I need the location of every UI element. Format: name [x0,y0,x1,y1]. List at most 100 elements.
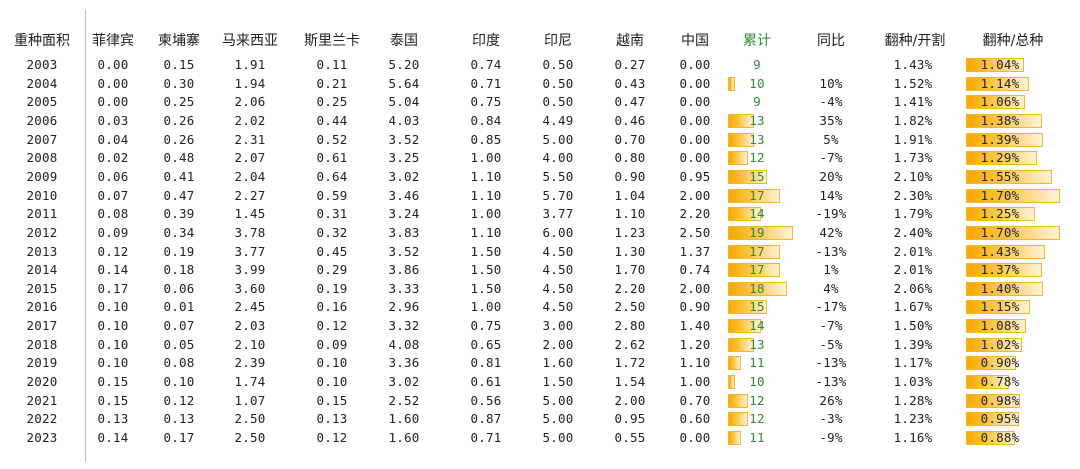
table-row: 2009 0.06 0.41 2.04 0.64 3.02 1.10 5.50 0.90 0.95… [0,168,1080,186]
replant-total-data-bar [966,132,1043,147]
replant-total-data-bar [966,151,1038,166]
cell-malaysia: 2.07 [234,150,266,166]
cell-replant-tapping: 1.67% [893,299,933,315]
replant-total-data-bar [966,263,1042,278]
cell-india: 0.87 [470,411,502,427]
cell-replant-total: 0.78% [980,374,1020,390]
cell-total: 13 [749,112,765,128]
cell-year: 2012 [26,224,58,240]
table-row: 2008 0.02 0.48 2.07 0.61 3.25 1.00 4.00 0.80 0.00… [0,149,1080,167]
cell-india: 1.50 [470,280,502,296]
cell-indonesia: 1.50 [542,374,574,390]
cell-malaysia: 2.50 [234,430,266,445]
cell-cambodia: 0.26 [163,112,195,128]
replant-total-data-bar [966,319,1026,334]
cell-cambodia: 0.26 [163,131,195,147]
cell-china: 0.00 [679,57,711,72]
cell-india: 0.71 [470,430,502,445]
cell-replant-tapping: 1.16% [893,430,933,445]
header-replant-tapping: 翻种/开割 [884,33,946,49]
cell-indonesia: 4.50 [542,280,574,296]
cell-thailand: 1.60 [388,411,420,427]
table-row: 2010 0.07 0.47 2.27 0.59 3.46 1.10 5.70 1.04 2.00… [0,187,1080,205]
cell-total: 19 [749,224,765,240]
total-data-bar [728,319,761,334]
cell-total: 11 [749,430,765,445]
cell-india: 0.75 [470,94,502,110]
cell-total: 10 [749,75,765,91]
cell-indonesia: 3.00 [542,318,574,334]
cell-thailand: 4.08 [388,336,420,352]
replant-total-data-bar [966,244,1046,259]
cell-indonesia: 3.77 [542,206,574,222]
replant-total-data-bar [966,207,1036,222]
table-row: 2006 0.03 0.26 2.02 0.44 4.03 0.84 4.49 0.46 0.00… [0,112,1080,130]
cell-malaysia: 2.45 [234,299,266,315]
cell-vietnam: 0.95 [614,411,646,427]
cell-sri-lanka: 0.29 [316,262,348,278]
cell-philippines: 0.08 [97,206,129,222]
cell-malaysia: 2.04 [234,168,266,184]
cell-replant-total: 1.29% [980,150,1020,166]
cell-sri-lanka: 0.59 [316,187,348,203]
cell-replant-tapping: 1.50% [893,318,933,334]
cell-total: 12 [749,150,765,166]
cell-yoy: 20% [819,168,843,184]
cell-sri-lanka: 0.12 [316,318,348,334]
cell-philippines: 0.15 [97,374,129,390]
cell-replant-tapping: 1.52% [893,75,933,91]
cell-replant-total: 0.88% [980,430,1020,445]
cell-india: 1.00 [470,299,502,315]
cell-yoy: 10% [819,75,843,91]
cell-thailand: 3.46 [388,187,420,203]
cell-yoy: -19% [815,206,847,222]
total-data-bar [728,263,780,278]
cell-philippines: 0.09 [97,224,129,240]
cell-year: 2019 [26,355,58,371]
cell-vietnam: 2.20 [614,280,646,296]
cell-china: 1.40 [679,318,711,334]
cell-total: 14 [749,318,765,334]
cell-cambodia: 0.34 [163,224,195,240]
cell-india: 1.00 [470,206,502,222]
cell-replant-tapping: 1.41% [893,94,933,110]
cell-china: 0.00 [679,94,711,110]
cell-replant-total: 1.70% [980,224,1020,240]
cell-total: 15 [749,168,765,184]
cell-yoy: 4% [823,280,839,296]
cell-year: 2014 [26,262,58,278]
cell-sri-lanka: 0.61 [316,150,348,166]
cell-yoy: -13% [815,374,847,390]
cell-replant-total: 1.55% [980,168,1020,184]
total-data-bar [728,356,741,371]
cell-yoy: -5% [819,336,843,352]
cell-china: 0.95 [679,168,711,184]
cell-thailand: 3.86 [388,262,420,278]
cell-replant-tapping: 1.23% [893,411,933,427]
header-malaysia: 马来西亚 [222,33,278,49]
cell-cambodia: 0.30 [163,75,195,91]
cell-year: 2013 [26,243,58,259]
header-yoy: 同比 [817,33,845,49]
cell-sri-lanka: 0.11 [316,57,348,72]
cell-indonesia: 1.60 [542,355,574,371]
cell-thailand: 1.60 [388,430,420,445]
cell-china: 0.00 [679,131,711,147]
cell-china: 2.50 [679,224,711,240]
cell-yoy: 14% [819,187,843,203]
cell-philippines: 0.10 [97,299,129,315]
cell-sri-lanka: 0.10 [316,374,348,390]
table-row: 2007 0.04 0.26 2.31 0.52 3.52 0.85 5.00 0.70 0.00… [0,131,1080,149]
table-row: 2004 0.00 0.30 1.94 0.21 5.64 0.71 0.50 0.43 0.00… [0,75,1080,93]
cell-india: 0.81 [470,355,502,371]
replant-total-data-bar [966,393,1021,408]
total-data-bar [728,76,735,91]
cell-indonesia: 5.70 [542,187,574,203]
cell-cambodia: 0.17 [163,430,195,445]
cell-malaysia: 2.50 [234,411,266,427]
replant-total-data-bar [966,281,1044,296]
total-data-bar [728,431,741,445]
total-data-bar [728,337,754,352]
cell-year: 2020 [26,374,58,390]
replant-total-data-bar [966,113,1043,128]
